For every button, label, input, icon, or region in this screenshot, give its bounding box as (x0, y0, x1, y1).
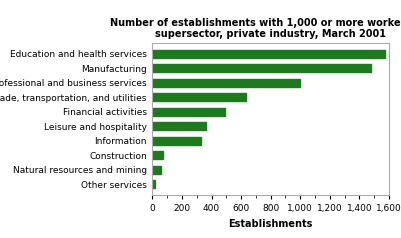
Bar (152, 180, 155, 188)
Bar (152, 50, 385, 58)
Bar (152, 166, 160, 174)
Title: Number of establishments with 1,000 or more workers, by
supersector, private ind: Number of establishments with 1,000 or m… (110, 18, 401, 39)
Bar (152, 79, 300, 87)
Bar (152, 64, 371, 72)
Bar (152, 108, 225, 116)
Bar (152, 137, 201, 145)
Bar (152, 122, 206, 130)
Bar (152, 151, 164, 159)
Bar (152, 93, 245, 101)
X-axis label: Establishments: Establishments (229, 219, 313, 229)
